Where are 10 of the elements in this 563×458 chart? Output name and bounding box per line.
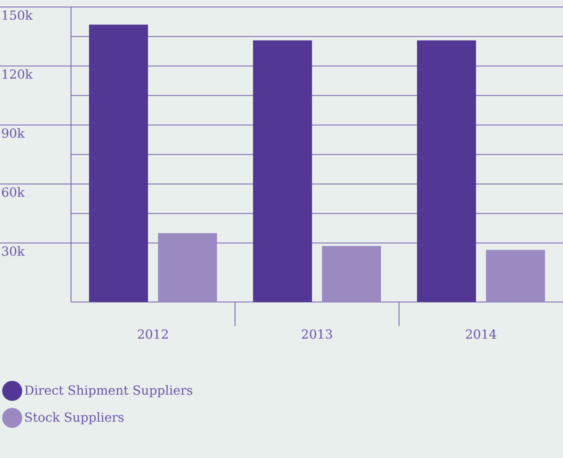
y-tick-label: 60k bbox=[2, 187, 25, 197]
x-tick-label: 2012 bbox=[138, 329, 168, 339]
y-tick-label: 90k bbox=[2, 128, 25, 138]
y-tick-label: 150k bbox=[2, 10, 33, 20]
y-tick-label: 30k bbox=[2, 246, 25, 256]
legend-label: Stock Suppliers bbox=[25, 412, 124, 424]
legend-label: Direct Shipment Suppliers bbox=[24, 385, 192, 398]
y-tick-label: 120k bbox=[2, 69, 33, 79]
x-tick-label: 2013 bbox=[302, 329, 332, 339]
x-tick-label: 2014 bbox=[466, 329, 496, 339]
